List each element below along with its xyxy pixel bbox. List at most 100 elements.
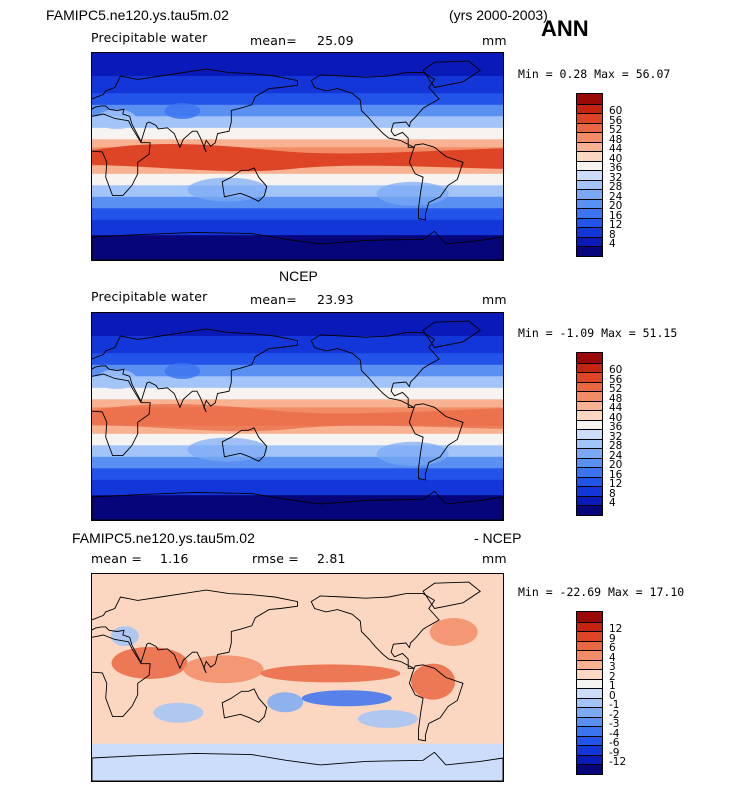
colorbar-tick-label: -12: [609, 756, 627, 769]
colorbar-swatch: [577, 697, 602, 708]
colorbar-swatch: [577, 132, 602, 142]
colorbar-tick-label: 9: [609, 632, 616, 645]
panel2-colorbar: [576, 352, 603, 516]
colorbar-tick-label: 36: [609, 421, 623, 434]
colorbar-tick-label: 3: [609, 661, 616, 674]
colorbar-swatch: [577, 179, 602, 190]
colorbar-swatch: [577, 495, 602, 506]
colorbar-swatch: [577, 170, 602, 180]
colorbar-tick-label: 2: [609, 670, 616, 683]
colorbar-swatch: [577, 151, 602, 161]
coastline-australia: [221, 167, 268, 202]
panel3-heading: FAMIPC5.ne120.ys.tau5m.02: [72, 530, 255, 546]
panel2-units: mm: [482, 292, 507, 307]
colorbar-swatch: [577, 438, 602, 449]
colorbar-tick-label: 44: [609, 143, 623, 156]
coastline-namerica: [310, 593, 440, 669]
colorbar-swatch: [577, 381, 602, 392]
colorbar-tick-label: 52: [609, 383, 623, 396]
colorbar-swatch: [577, 688, 602, 698]
colorbar-swatch: [577, 716, 602, 727]
colorbar-swatch: [577, 467, 602, 477]
colorbar-tick-label: 12: [609, 478, 623, 491]
colorbar-swatch: [577, 764, 602, 774]
season-label: ANN: [541, 16, 589, 41]
colorbar-swatch: [577, 236, 602, 247]
colorbar-swatch: [577, 400, 602, 411]
colorbar-tick-label: 8: [609, 228, 616, 241]
coastline-africa: [92, 634, 151, 718]
colorbar-tick-label: 16: [609, 468, 623, 481]
colorbar-tick-label: 36: [609, 162, 623, 175]
colorbar-swatch: [577, 678, 602, 689]
colorbar-swatch: [577, 217, 602, 228]
colorbar-tick-label: 4: [609, 651, 616, 664]
coastline-antarctica: [92, 230, 503, 260]
colorbar-swatch: [577, 372, 602, 382]
colorbar-swatch: [577, 429, 602, 439]
colorbar-tick-label: 44: [609, 402, 623, 415]
colorbar-swatch: [577, 246, 602, 256]
panel3-colorbar: [576, 611, 603, 775]
panel1-map: [91, 52, 504, 261]
colorbar-tick-label: 8: [609, 487, 616, 500]
colorbar-tick-label: -3: [609, 718, 620, 731]
colorbar-swatch: [577, 419, 602, 430]
colorbar-tick-label: 24: [609, 449, 623, 462]
panel1-colorbar: [576, 93, 603, 257]
panel1-var-label: Precipitable water: [91, 30, 208, 45]
colorbar-swatch: [577, 160, 602, 171]
colorbar-tick-label: -6: [609, 737, 620, 750]
coastline-greenland: [422, 320, 481, 349]
panel3-mean-label: mean =: [91, 551, 143, 566]
panel2-var-label: Precipitable water: [91, 289, 208, 304]
panel3-rmse-label: rmse =: [252, 551, 299, 566]
colorbar-swatch: [577, 227, 602, 237]
colorbar-swatch: [577, 486, 602, 496]
colorbar-tick-label: 20: [609, 200, 623, 213]
panel2-heading: NCEP: [279, 268, 318, 284]
colorbar-tick-label: -2: [609, 708, 620, 721]
colorbar-tick-label: 32: [609, 430, 623, 443]
colorbar-swatch: [577, 208, 602, 218]
colorbar-swatch: [577, 505, 602, 515]
colorbar-swatch: [577, 353, 602, 363]
colorbar-tick-label: 56: [609, 114, 623, 127]
colorbar-swatch: [577, 669, 602, 679]
panel2-minmax: Min = -1.09 Max = 51.15: [518, 326, 678, 340]
colorbar-swatch: [577, 754, 602, 765]
panel2-mean-label: mean=: [250, 292, 297, 307]
panel3-mean-value: 1.16: [160, 551, 189, 566]
colorbar-swatch: [577, 448, 602, 458]
colorbar-tick-label: 20: [609, 459, 623, 472]
coastline-eurasia: [92, 328, 298, 413]
coastline-greenland: [422, 581, 481, 610]
colorbar-swatch: [577, 621, 602, 632]
colorbar-tick-label: 28: [609, 181, 623, 194]
colorbar-swatch: [577, 122, 602, 133]
colorbar-swatch: [577, 362, 602, 373]
panel1-mean-value: 25.09: [317, 33, 354, 48]
colorbar-swatch: [577, 113, 602, 123]
coastline-namerica: [310, 72, 440, 148]
colorbar-swatch: [577, 198, 602, 209]
colorbar-swatch: [577, 659, 602, 670]
colorbar-tick-label: 12: [609, 219, 623, 232]
map-svg: [92, 313, 503, 520]
colorbar-tick-label: 0: [609, 689, 616, 702]
colorbar-tick-label: 60: [609, 364, 623, 377]
years-label: (yrs 2000-2003): [449, 7, 548, 23]
colorbar-tick-label: 48: [609, 133, 623, 146]
colorbar-tick-label: 60: [609, 105, 623, 118]
colorbar-swatch: [577, 410, 602, 420]
coastline-africa: [92, 113, 151, 197]
coastline-antarctica: [92, 490, 503, 520]
coastline-australia: [221, 427, 268, 462]
panel3-units: mm: [482, 551, 507, 566]
colorbar-swatch: [577, 141, 602, 152]
map-svg: [92, 53, 503, 260]
colorbar-tick-label: -9: [609, 746, 620, 759]
panel3-minmax: Min = -22.69 Max = 17.10: [518, 585, 685, 599]
colorbar-tick-label: 40: [609, 411, 623, 424]
coastline-eurasia: [92, 68, 298, 153]
